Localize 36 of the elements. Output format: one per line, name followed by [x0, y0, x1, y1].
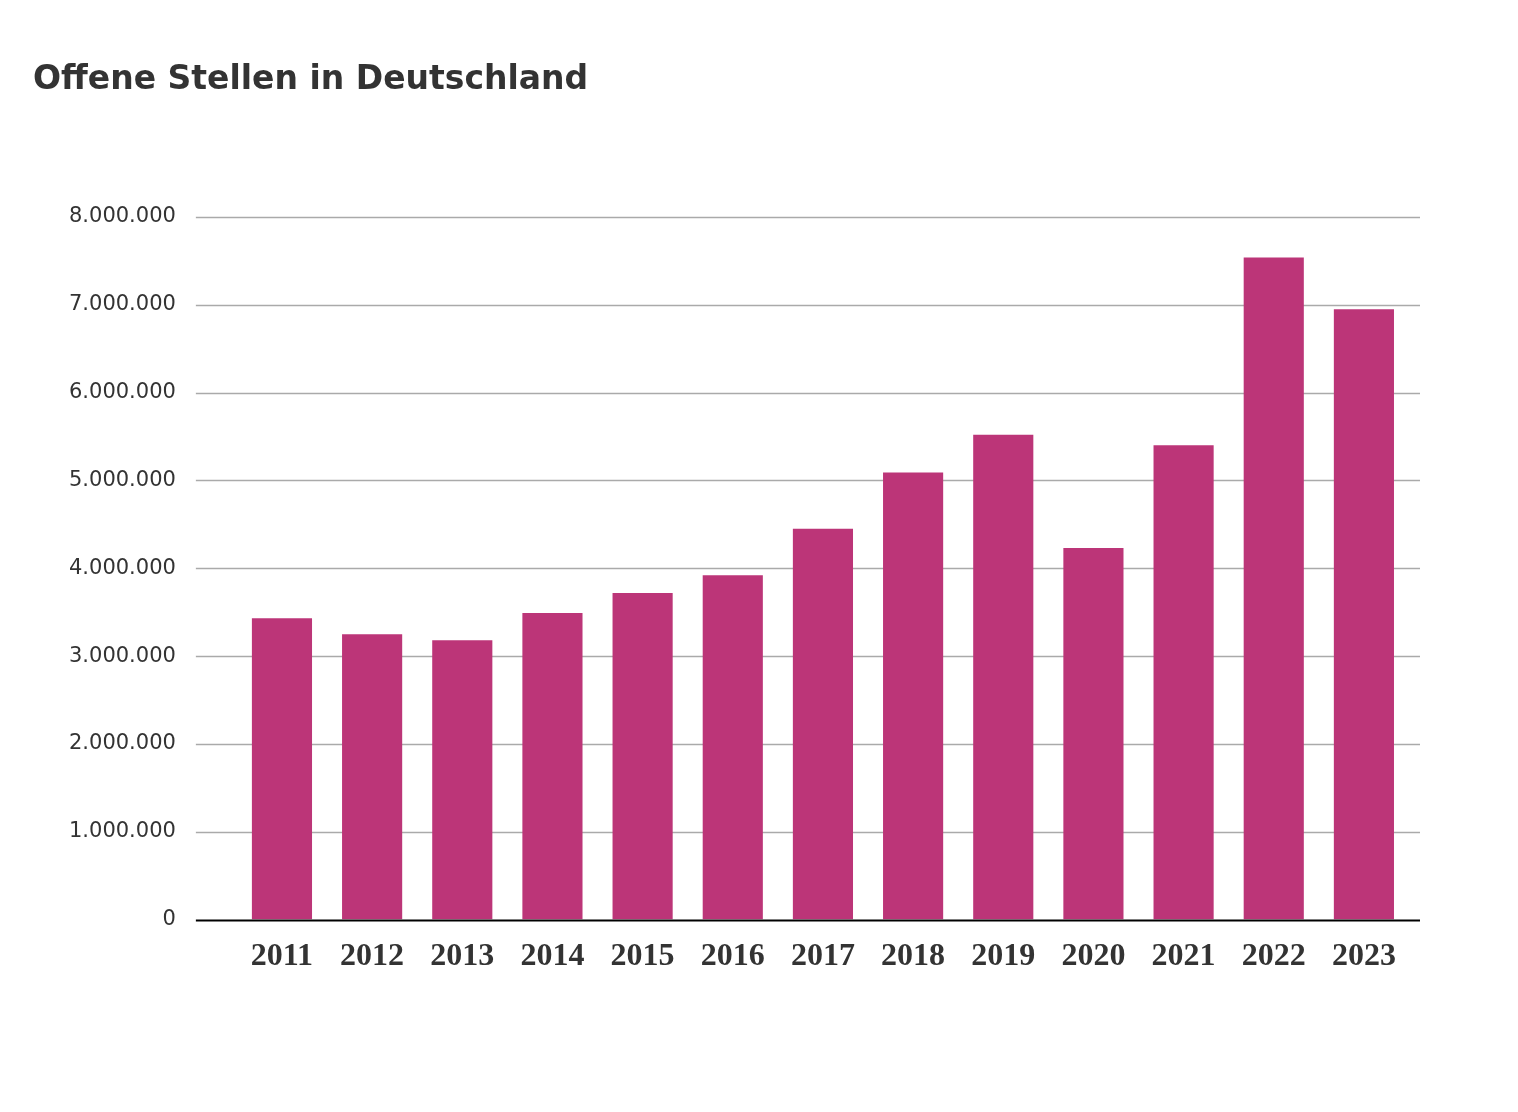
bar [432, 640, 493, 920]
x-tick-label: 2022 [1241, 936, 1306, 973]
x-tick-label: 2012 [340, 936, 405, 973]
bar [1333, 309, 1394, 920]
x-tick-label: 2020 [1061, 936, 1126, 973]
x-tick-label: 2019 [971, 936, 1036, 973]
y-tick-label: 1.000.000 [68, 818, 176, 843]
y-tick-label: 8.000.000 [68, 203, 176, 228]
bar [702, 575, 763, 920]
bar [342, 634, 403, 920]
y-tick-label: 6.000.000 [68, 379, 176, 404]
bar [522, 613, 583, 920]
x-tick-label: 2017 [790, 936, 855, 973]
x-tick-label: 2021 [1151, 936, 1216, 973]
y-tick-label: 7.000.000 [68, 291, 176, 316]
chart-title: Offene Stellen in Deutschland [33, 58, 589, 97]
x-tick-label: 2013 [430, 936, 495, 973]
bar [612, 592, 673, 920]
bar [792, 528, 854, 920]
bar [1243, 257, 1304, 920]
x-tick-label: 2018 [881, 936, 946, 973]
x-tick-label: 2015 [610, 936, 675, 973]
bar [1153, 445, 1214, 920]
y-tick-label: 5.000.000 [68, 466, 176, 491]
y-tick-label: 4.000.000 [68, 554, 176, 579]
bar [1063, 548, 1124, 920]
x-tick-label: 2016 [700, 936, 765, 973]
bar [883, 472, 944, 920]
x-tick-label: 2023 [1331, 936, 1396, 973]
y-tick-label: 2.000.000 [68, 730, 176, 755]
bar [251, 618, 313, 920]
y-tick-label: 3.000.000 [68, 642, 176, 667]
x-tick-label: 2014 [520, 936, 585, 973]
y-tick-label: 0 [162, 906, 176, 931]
bar [973, 434, 1034, 920]
x-tick-label: 2011 [250, 936, 314, 973]
